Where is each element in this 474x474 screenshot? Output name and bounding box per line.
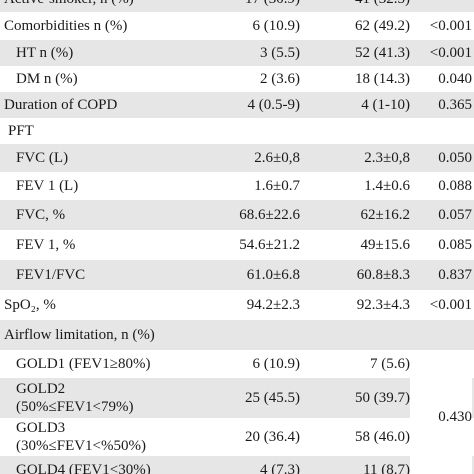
row-label: GOLD1 (FEV1≥80%): [16, 356, 151, 372]
cell-value: 68.6±22.6: [239, 207, 300, 223]
table-row: FEV 1 (L) 1.6±0.7 1.4±0.6 0.088: [0, 172, 474, 200]
table-row: FEV1/FVC 61.0±6.8 60.8±8.3 0.837: [0, 260, 474, 290]
row-label: DM n (%): [16, 71, 78, 87]
cell-value: 7 (5.6): [370, 356, 410, 372]
cell-value: 18 (14.3): [355, 71, 410, 87]
row-label: FVC, %: [16, 207, 66, 223]
table-row: Active-smoker, n (%) 17 (30.9) 41 (32.5): [0, 0, 474, 12]
p-value: 0.057: [438, 207, 472, 223]
cell-value: 50 (39.7): [355, 390, 410, 406]
row-label: HT n (%): [16, 45, 74, 61]
row-label: Active-smoker, n (%): [4, 0, 194, 12]
cell-value: 2 (3.6): [260, 71, 300, 87]
cell-value: 41 (32.5): [310, 0, 410, 12]
cell-value: 54.6±21.2: [239, 237, 300, 253]
table-row: HT n (%) 3 (5.5) 52 (41.3) <0.001: [0, 40, 474, 66]
p-value: 0.088: [438, 178, 472, 194]
cell-value: 6 (10.9): [252, 18, 301, 34]
cell-value: 20 (36.4): [245, 429, 300, 445]
row-label: FEV 1 (L): [16, 178, 79, 194]
cell-value: 2.3±0,8: [364, 150, 410, 166]
table-row: DM n (%) 2 (3.6) 18 (14.3) 0.040: [0, 66, 474, 92]
cell-value: 4 (7.3): [260, 462, 300, 474]
table-row: Airflow limitation, n (%): [0, 320, 474, 350]
row-label: FEV1/FVC: [16, 267, 86, 283]
row-label: FEV 1, %: [16, 237, 76, 253]
cell-value: 3 (5.5): [260, 45, 300, 61]
row-label: Airflow limitation, n (%): [4, 327, 155, 343]
table-row: GOLD3 (30%≤FEV1<%50%) 20 (36.4) 58 (46.0): [0, 418, 474, 456]
table-row: PFT: [0, 118, 474, 144]
cell-value: 4 (1-10): [361, 97, 410, 113]
cell-value: 1.4±0.6: [364, 178, 410, 194]
table-row: Duration of COPD 4 (0.5-9) 4 (1-10) 0.365: [0, 92, 474, 118]
p-value: 0.430: [410, 350, 472, 474]
row-label: GOLD2 (50%≤FEV1<79%): [16, 381, 134, 415]
cell-value: 94.2±2.3: [246, 297, 300, 313]
cell-value: 6 (10.9): [252, 356, 301, 372]
cell-value: 62±16.2: [360, 207, 410, 223]
cell-value: 2.6±0,8: [254, 150, 300, 166]
row-label: Comorbidities n (%): [4, 18, 128, 34]
table-row: Comorbidities n (%) 6 (10.9) 62 (49.2) <0.0…: [0, 12, 474, 40]
p-value: 0.837: [438, 267, 472, 283]
table-row: GOLD2 (50%≤FEV1<79%) 25 (45.5) 50 (39.7): [0, 378, 474, 418]
cell-value: 61.0±6.8: [246, 267, 300, 283]
p-value: 0.365: [438, 97, 472, 113]
row-label: GOLD3 (30%≤FEV1<%50%): [16, 420, 147, 454]
table-row: GOLD4 (FEV1<30%) 4 (7.3) 11 (8.7): [0, 456, 474, 474]
p-value: 0.050: [438, 150, 472, 166]
cell-value: 60.8±8.3: [356, 267, 410, 283]
table-row: FVC, % 68.6±22.6 62±16.2 0.057: [0, 200, 474, 230]
p-value: <0.001: [429, 18, 472, 34]
cell-value: 52 (41.3): [355, 45, 410, 61]
p-value: <0.001: [429, 297, 472, 313]
cell-value: 92.3±4.3: [356, 297, 410, 313]
table-row: GOLD1 (FEV1≥80%) 6 (10.9) 7 (5.6): [0, 350, 474, 378]
cell-value: 58 (46.0): [355, 429, 410, 445]
cell-value: 25 (45.5): [245, 390, 300, 406]
row-label: PFT: [8, 123, 34, 139]
p-value: <0.001: [429, 45, 472, 61]
row-label: Duration of COPD: [4, 97, 118, 113]
table-row: FVC (L) 2.6±0,8 2.3±0,8 0.050: [0, 144, 474, 172]
table-row: SpO₂, % 94.2±2.3 92.3±4.3 <0.001: [0, 290, 474, 320]
cell-value: 11 (8.7): [363, 462, 410, 474]
cell-value: 49±15.6: [360, 237, 410, 253]
row-label: SpO₂, %: [4, 297, 56, 313]
row-label: GOLD4 (FEV1<30%): [16, 462, 151, 474]
row-label: FVC (L): [16, 150, 69, 166]
p-value: 0.085: [438, 237, 472, 253]
cell-value: 62 (49.2): [355, 18, 410, 34]
p-value: 0.040: [438, 71, 472, 87]
table-row: FEV 1, % 54.6±21.2 49±15.6 0.085: [0, 230, 474, 260]
cell-value: 4 (0.5-9): [247, 97, 301, 113]
cell-value: 17 (30.9): [200, 0, 300, 12]
cell-value: 1.6±0.7: [254, 178, 300, 194]
